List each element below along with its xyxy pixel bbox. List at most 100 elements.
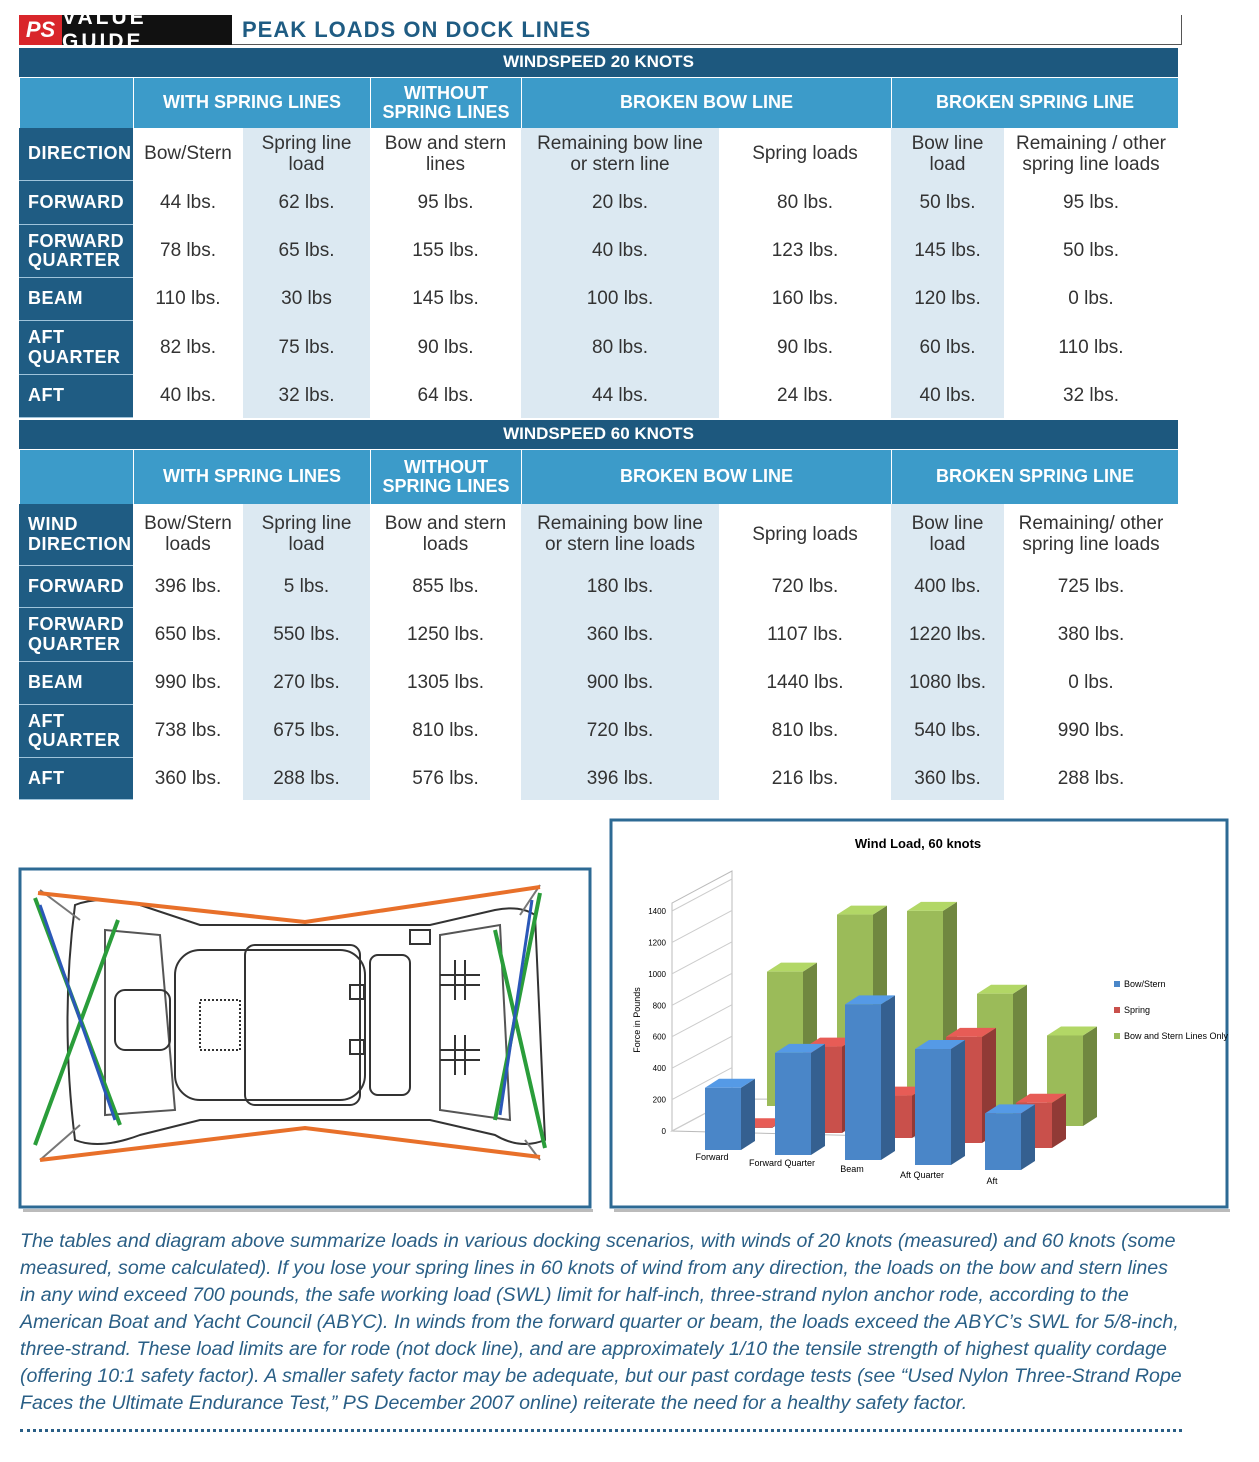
table-cell: 990 lbs. (1057, 720, 1125, 742)
table-cell: 0 lbs. (1068, 288, 1114, 310)
table-cell: 40 lbs. (160, 385, 216, 407)
table-cell: 20 lbs. (521, 181, 719, 225)
grid-line (671, 909, 733, 943)
row-header: BEAM (19, 662, 133, 705)
x-tick-label: Forward Quarter (749, 1158, 815, 1168)
column-header: Bow/Stern (144, 143, 232, 165)
group-header: WITHOUT SPRING LINES (370, 450, 521, 504)
table-cell: 1107 lbs. (767, 623, 843, 645)
row-header: FORWARD (19, 566, 133, 608)
bar-side (1013, 984, 1027, 1121)
table-cell: 82 lbs. (160, 336, 216, 358)
group-header: BROKEN SPRING LINE (891, 450, 1178, 504)
bar (705, 1078, 755, 1150)
column-header: Remaining bow line or stern line loads (521, 504, 719, 566)
group-header: BROKEN BOW LINE (521, 78, 891, 128)
x-tick-label: Forward (695, 1152, 728, 1162)
grid-line (671, 1004, 733, 1038)
group-header-blank (19, 450, 133, 504)
table-cell: 44 lbs. (521, 375, 719, 418)
bar-side (951, 1040, 965, 1165)
column-header: Bow line load (891, 504, 1004, 566)
table-cell: 725 lbs. (1057, 575, 1125, 597)
bar-side (1083, 1026, 1097, 1126)
page-title: PEAK LOADS ON DOCK LINES (242, 17, 592, 42)
table-cell: 78 lbs. (160, 240, 216, 262)
table-cell: 380 lbs. (1057, 623, 1125, 645)
table-cell: 1220 lbs. (891, 608, 1004, 662)
table-cell: 30 lbs (243, 278, 370, 321)
table-cell: 123 lbs. (771, 240, 839, 262)
group-header: WITH SPRING LINES (133, 78, 370, 128)
table-cell: 32 lbs. (243, 375, 370, 418)
table-cell: 360 lbs. (521, 608, 719, 662)
legend-swatch (1114, 1033, 1120, 1039)
bar-top (837, 905, 887, 915)
bar-top (946, 1027, 996, 1037)
column-header: Bow and stern lines (384, 132, 507, 175)
table-cell: 120 lbs. (891, 278, 1004, 321)
table-cell: 90 lbs. (417, 336, 474, 358)
legend-label: Spring (1124, 1005, 1150, 1015)
group-header: BROKEN BOW LINE (521, 450, 891, 504)
grid-line (671, 972, 733, 1006)
column-header: Remaining / other spring line loads (1016, 132, 1166, 175)
bar (985, 1104, 1035, 1170)
table-cell: 810 lbs. (771, 720, 839, 742)
bar-top (845, 995, 895, 1005)
table-cell: 145 lbs. (891, 225, 1004, 278)
table-cell: 270 lbs. (243, 662, 370, 705)
table-cell: 5 lbs. (243, 566, 370, 608)
table-cell: 100 lbs. (521, 278, 719, 321)
group-header: WITHOUT SPRING LINES (370, 78, 521, 128)
table-cell: 90 lbs. (777, 336, 833, 358)
y-tick-label: 1200 (648, 938, 666, 947)
row-header: AFT QUARTER (19, 705, 133, 758)
y-tick-label: 400 (653, 1064, 667, 1073)
column-header: Spring loads (752, 143, 858, 165)
column-header: Bow line load (891, 128, 1004, 181)
bar-top (907, 901, 957, 911)
row-header: AFT (19, 758, 133, 800)
table-title: WINDSPEED 20 KNOTS (19, 48, 1178, 78)
table-cell: 180 lbs. (521, 566, 719, 608)
table-cell: 738 lbs. (154, 720, 222, 742)
table-cell: 900 lbs. (521, 662, 719, 705)
grid-line (671, 1035, 733, 1069)
table-cell: 64 lbs. (417, 385, 474, 407)
table-cell: 855 lbs. (412, 575, 479, 597)
legend-swatch (1114, 1007, 1120, 1013)
diagram (18, 867, 593, 1212)
chart-wall (671, 870, 733, 1131)
bar-side (811, 1043, 825, 1155)
table-cell: 75 lbs. (243, 321, 370, 375)
bar (845, 995, 895, 1160)
column-header: Bow/Stern loads (144, 513, 232, 555)
bar-front (985, 1113, 1021, 1170)
table-cell: 95 lbs. (1063, 191, 1119, 213)
bar-top (775, 1043, 825, 1053)
x-tick-label: Beam (840, 1164, 864, 1174)
bar-top (915, 1040, 965, 1050)
bar-top (985, 1104, 1035, 1114)
table-cell: 110 lbs. (155, 288, 221, 310)
chart: Wind Load, 60 knots Force in Pounds 0 200… (609, 818, 1230, 1212)
table-cell: 110 lbs. (1058, 336, 1124, 358)
bar-top (1016, 1093, 1066, 1103)
table-cell: 720 lbs. (521, 705, 719, 758)
chart-shadow (614, 1209, 1230, 1212)
table-cell: 50 lbs. (891, 181, 1004, 225)
table-cell: 1080 lbs. (891, 662, 1004, 705)
table-cell: 0 lbs. (1068, 672, 1114, 694)
y-tick-label: 600 (653, 1033, 667, 1042)
legend-label: Bow and Stern Lines Only (1124, 1031, 1229, 1041)
y-tick-label: 0 (662, 1127, 667, 1136)
legend-swatch (1114, 981, 1120, 987)
row-header: AFT QUARTER (19, 321, 133, 375)
table-cell: 145 lbs. (412, 288, 479, 310)
y-tick-label: 1400 (648, 907, 666, 916)
row-header: FORWARD QUARTER (19, 608, 133, 662)
grid-line (671, 878, 733, 912)
